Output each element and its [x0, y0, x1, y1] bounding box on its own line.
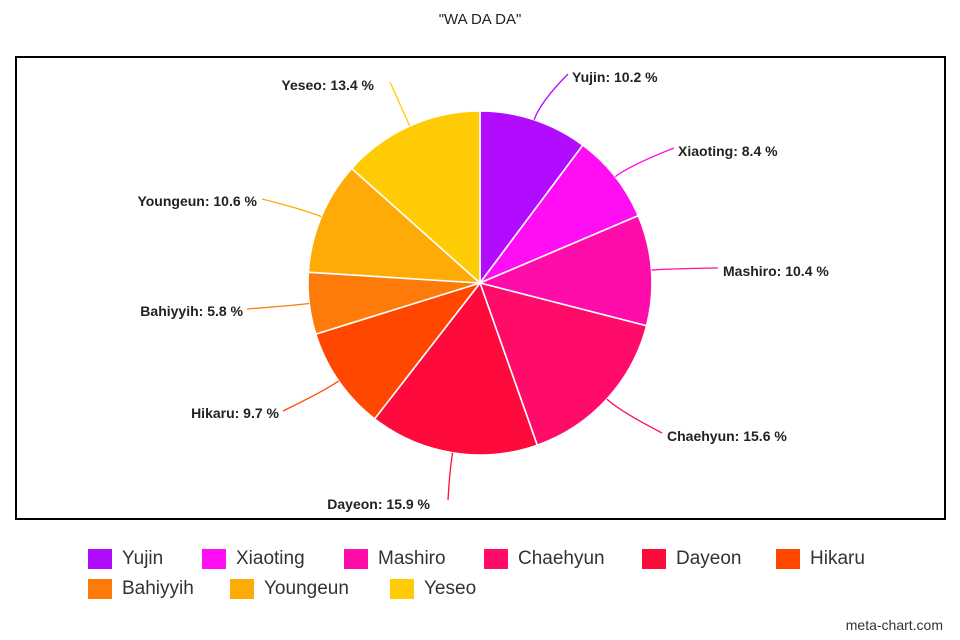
- pie-slice-chaehyun: [478, 281, 648, 447]
- leader-line-youngeun: [261, 198, 322, 218]
- pie-slice-xiaoting: [477, 144, 640, 285]
- pie-slice-yujin: [479, 110, 584, 286]
- leader-line-mashiro: [651, 267, 719, 271]
- data-label-dayeon: Dayeon: 15.9 %: [327, 496, 430, 512]
- pie-slice-dayeon: [373, 281, 539, 456]
- data-label-chaehyun: Chaehyun: 15.6 %: [667, 428, 787, 444]
- data-label-bahiyyih: Bahiyyih: 5.8 %: [140, 303, 243, 319]
- chart-title: "WA DA DA": [438, 11, 522, 28]
- data-label-xiaoting: Xiaoting: 8.4 %: [678, 143, 778, 159]
- leader-line-chaehyun: [606, 398, 663, 434]
- leader-line-hikaru: [282, 380, 340, 412]
- data-label-youngeun: Youngeun: 10.6 %: [137, 193, 257, 209]
- leader-line-yeseo: [389, 81, 411, 127]
- data-label-mashiro: Mashiro: 10.4 %: [723, 263, 829, 279]
- data-label-yujin: Yujin: 10.2 %: [572, 69, 658, 85]
- watermark: meta-chart.com: [845, 617, 943, 633]
- data-label-yeseo: Yeseo: 13.4 %: [281, 77, 374, 93]
- leader-line-bahiyyih: [246, 302, 310, 310]
- leader-line-xiaoting: [614, 147, 675, 178]
- data-label-hikaru: Hikaru: 9.7 %: [191, 405, 279, 421]
- pie-slice-youngeun: [307, 167, 483, 284]
- pie-slice-mashiro: [477, 214, 653, 327]
- leader-line-dayeon: [447, 452, 454, 501]
- leader-line-yujin: [533, 73, 569, 120]
